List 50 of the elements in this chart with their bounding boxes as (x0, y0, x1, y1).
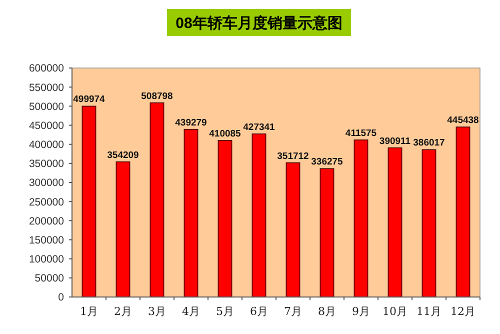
x-tick-label: 4月 (182, 305, 200, 318)
x-tick-label: 8月 (318, 305, 336, 318)
bar (82, 106, 96, 298)
x-tick-label: 11月 (416, 305, 442, 318)
bar (320, 168, 334, 298)
x-tick-label: 7月 (284, 305, 302, 318)
y-tick-label: 450000 (28, 120, 64, 132)
data-label: 445438 (447, 114, 479, 126)
data-label: 351712 (277, 150, 309, 162)
y-tick-label: 400000 (28, 139, 64, 152)
y-tick-label: 100000 (28, 254, 64, 266)
data-label: 499974 (73, 94, 106, 106)
x-tick-label: 5月 (216, 305, 234, 318)
y-tick-label: 150000 (28, 234, 64, 246)
bar (252, 134, 266, 298)
bar (456, 126, 470, 298)
data-label: 508798 (141, 90, 173, 102)
y-tick-label: 500000 (28, 100, 64, 113)
x-tick-label: 12月 (450, 305, 476, 318)
data-label: 411575 (345, 128, 378, 139)
y-tick-label: 0 (58, 292, 64, 304)
data-label: 336275 (311, 156, 344, 168)
y-tick-label: 550000 (28, 82, 64, 94)
bar (354, 140, 368, 298)
y-tick-label: 250000 (28, 196, 64, 208)
x-tick-label: 1月 (80, 305, 98, 318)
y-tick-label: 600000 (28, 62, 64, 75)
data-label: 427341 (243, 122, 276, 133)
x-tick-label: 9月 (352, 305, 370, 318)
bar (218, 140, 232, 298)
y-tick-label: 200000 (28, 215, 64, 228)
bar (116, 161, 130, 298)
bar (286, 162, 300, 298)
x-tick-label: 3月 (148, 305, 166, 318)
data-label: 410085 (209, 128, 242, 140)
data-label: 439279 (175, 117, 207, 128)
bar (422, 149, 436, 298)
chart-title: 08年轿车月度销量示意图 (176, 14, 342, 32)
y-tick-label: 50000 (34, 272, 64, 285)
bar (388, 147, 402, 298)
y-tick-label: 350000 (28, 158, 64, 170)
data-label: 390911 (379, 136, 412, 147)
y-tick-label: 300000 (28, 177, 64, 190)
data-label: 386017 (413, 138, 445, 149)
x-tick-label: 10月 (382, 305, 408, 318)
x-tick-label: 2月 (114, 305, 132, 318)
x-tick-label: 6月 (250, 305, 268, 318)
bar (184, 128, 198, 298)
bar (150, 102, 164, 298)
data-label: 354209 (107, 150, 139, 161)
